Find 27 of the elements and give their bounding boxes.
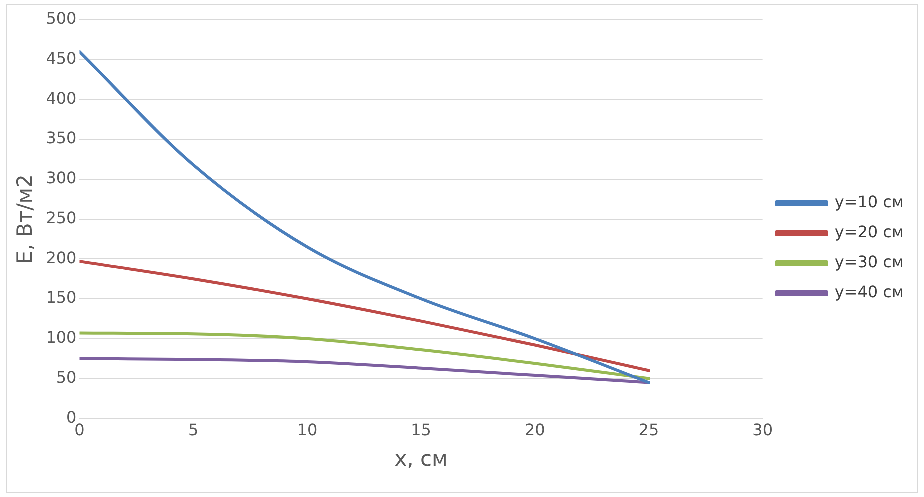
y-tick-label: 150	[46, 288, 77, 308]
line-series	[80, 260, 650, 372]
y-tick-label: 50	[56, 368, 77, 387]
legend-label: y=20 см	[834, 222, 904, 242]
legend-label: y=30 см	[834, 252, 904, 272]
line-series	[80, 357, 650, 384]
x-axis-title: x, см	[394, 446, 448, 471]
legend-label: y=40 см	[834, 282, 904, 302]
y-tick-label: 0	[66, 408, 77, 427]
y-tick-label: 250	[46, 208, 77, 228]
y-tick-label: 300	[46, 168, 77, 188]
x-tick-label: 20	[524, 420, 546, 440]
y-tick-label: 100	[46, 328, 77, 348]
y-tick-label: 400	[46, 88, 77, 108]
y-axis-title: E, Вт/м2	[13, 174, 38, 264]
x-tick-label: 15	[411, 420, 432, 440]
x-tick-label: 5	[188, 420, 199, 440]
y-tick-label: 500	[46, 9, 77, 28]
legend-label: y=10 см	[834, 192, 904, 212]
x-tick-label: 10	[297, 420, 318, 440]
x-tick-label: 25	[638, 420, 660, 440]
y-tick-label: 450	[46, 49, 77, 68]
line-series	[80, 50, 650, 384]
y-tick-label: 200	[46, 248, 77, 268]
line-series	[80, 332, 650, 380]
y-tick-label: 350	[46, 128, 77, 148]
x-tick-label: 30	[752, 420, 773, 440]
